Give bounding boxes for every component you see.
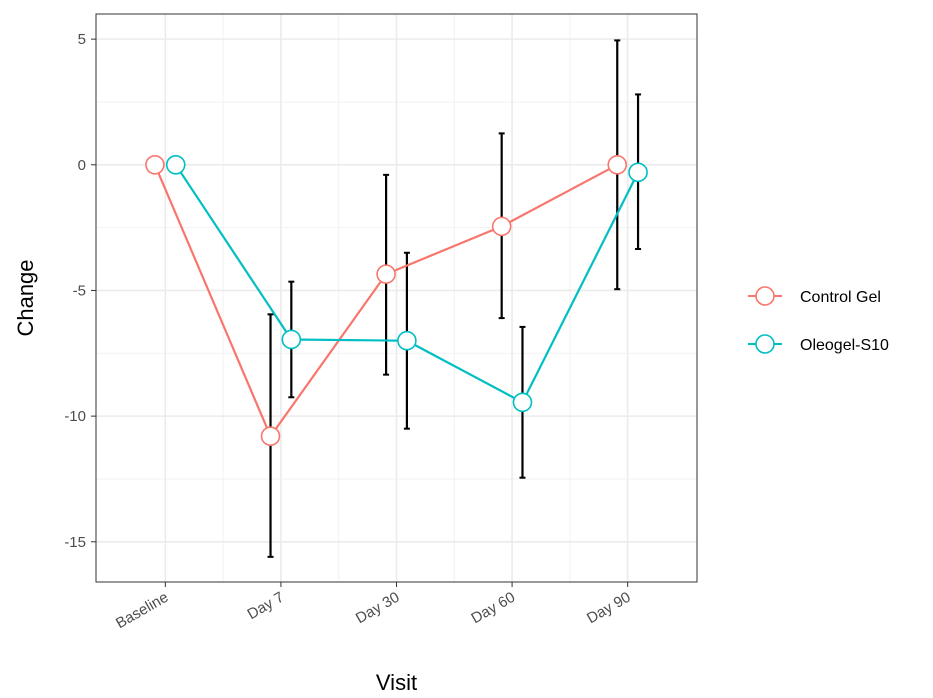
x-tick-label: Baseline bbox=[113, 589, 171, 632]
x-tick-label: Day 7 bbox=[244, 589, 286, 623]
y-tick-label: -5 bbox=[73, 282, 86, 299]
y-axis: 5 0 -5 -10 -15 bbox=[64, 31, 96, 551]
data-point bbox=[376, 264, 396, 284]
y-tick-label: -10 bbox=[64, 408, 86, 425]
x-tick-label: Day 30 bbox=[353, 589, 403, 627]
legend-label: Control Gel bbox=[800, 289, 881, 306]
data-point bbox=[628, 162, 648, 183]
data-point bbox=[397, 330, 417, 351]
data-point bbox=[145, 154, 165, 175]
x-axis-title: Visit bbox=[376, 670, 417, 695]
y-tick-label: -15 bbox=[64, 534, 86, 551]
data-point bbox=[260, 426, 281, 447]
x-axis: Baseline Day 7 Day 30 Day 60 Day 90 bbox=[113, 582, 634, 632]
data-point bbox=[512, 392, 533, 413]
grid-major bbox=[96, 14, 697, 582]
data-point bbox=[165, 154, 186, 175]
data-point bbox=[607, 154, 628, 175]
data-point bbox=[281, 329, 302, 350]
x-tick-label: Day 90 bbox=[584, 589, 634, 627]
legend-key-point bbox=[755, 334, 775, 354]
legend: Control Gel Oleogel-S10 bbox=[748, 286, 889, 354]
series-points bbox=[145, 154, 648, 447]
y-tick-label: 0 bbox=[78, 157, 86, 174]
data-point bbox=[491, 216, 512, 237]
legend-label: Oleogel-S10 bbox=[800, 337, 889, 354]
x-tick-label: Day 60 bbox=[468, 589, 518, 627]
y-tick-label: 5 bbox=[78, 31, 86, 48]
legend-key-point bbox=[755, 286, 775, 306]
y-axis-title: Change bbox=[13, 259, 38, 336]
